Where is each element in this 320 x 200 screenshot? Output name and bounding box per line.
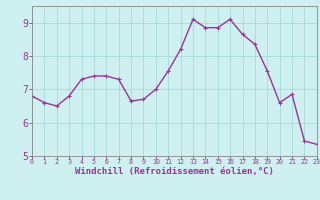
- X-axis label: Windchill (Refroidissement éolien,°C): Windchill (Refroidissement éolien,°C): [75, 167, 274, 176]
